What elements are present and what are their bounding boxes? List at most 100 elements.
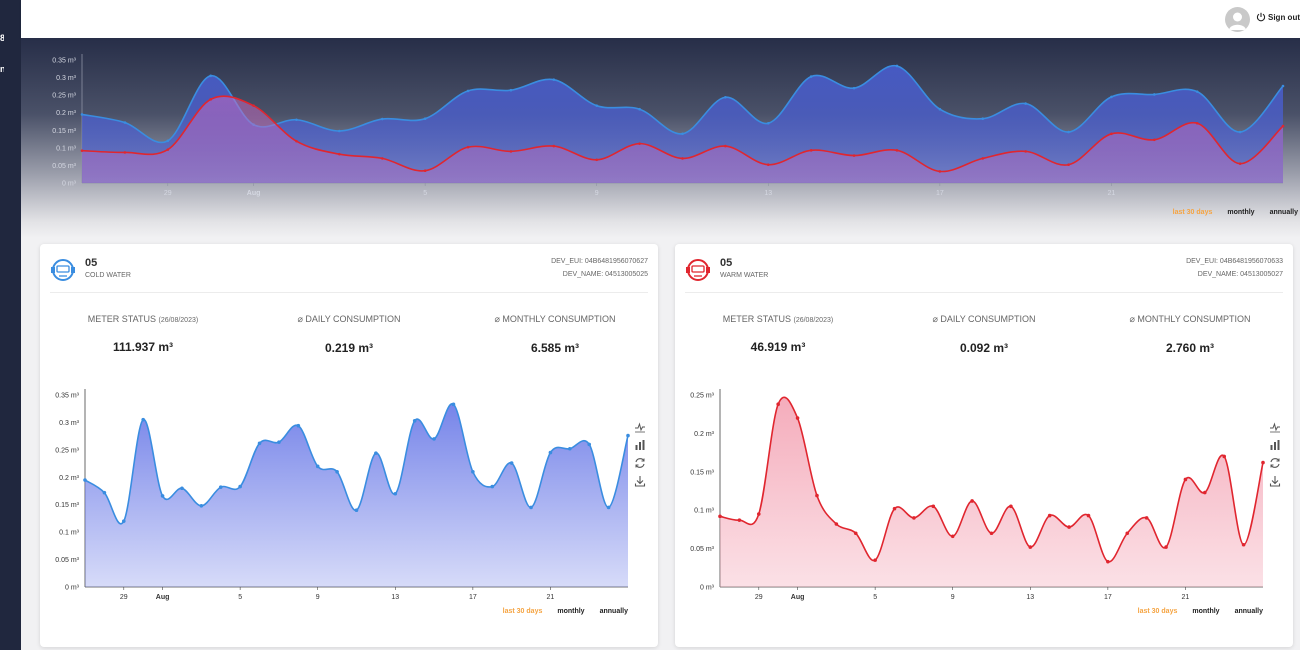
- data-point[interactable]: [938, 107, 942, 111]
- download-icon[interactable]: [1269, 474, 1281, 487]
- range-annually[interactable]: annually: [599, 608, 628, 615]
- data-point[interactable]: [509, 461, 514, 465]
- data-point[interactable]: [681, 132, 684, 136]
- data-point[interactable]: [895, 149, 899, 152]
- data-point[interactable]: [892, 506, 897, 511]
- data-point[interactable]: [1241, 542, 1246, 547]
- data-point[interactable]: [296, 423, 301, 428]
- data-point[interactable]: [1067, 525, 1071, 529]
- data-point[interactable]: [595, 104, 599, 107]
- sidebar-item-1[interactable]: 8: [0, 33, 4, 43]
- data-point[interactable]: [1125, 531, 1130, 536]
- data-point[interactable]: [1183, 477, 1188, 482]
- line-chart-icon[interactable]: [1269, 420, 1281, 433]
- data-point[interactable]: [931, 504, 936, 509]
- data-point[interactable]: [338, 152, 341, 156]
- data-point[interactable]: [852, 86, 856, 90]
- data-point[interactable]: [432, 437, 436, 441]
- data-point[interactable]: [981, 157, 985, 160]
- range-annually[interactable]: annually: [1234, 608, 1263, 615]
- data-point[interactable]: [180, 486, 184, 491]
- data-point[interactable]: [795, 416, 800, 420]
- range-last-30-days[interactable]: last 30 days: [1172, 209, 1213, 216]
- data-point[interactable]: [295, 139, 298, 143]
- data-point[interactable]: [1153, 138, 1156, 142]
- sign-out-button[interactable]: Sign out: [1256, 12, 1300, 22]
- data-point[interactable]: [199, 504, 204, 508]
- range-monthly[interactable]: monthly: [1192, 608, 1220, 615]
- avatar[interactable]: [1225, 7, 1250, 32]
- data-point[interactable]: [123, 121, 127, 124]
- data-point[interactable]: [1009, 504, 1013, 509]
- data-point[interactable]: [1153, 93, 1156, 96]
- range-annually[interactable]: annually: [1269, 209, 1298, 216]
- data-point[interactable]: [626, 433, 630, 438]
- data-point[interactable]: [809, 149, 813, 152]
- data-point[interactable]: [638, 142, 641, 145]
- data-point[interactable]: [606, 505, 611, 510]
- data-point[interactable]: [1067, 130, 1070, 134]
- bar-chart-icon[interactable]: [1269, 438, 1281, 450]
- refresh-icon[interactable]: [634, 456, 646, 468]
- data-point[interactable]: [756, 512, 761, 516]
- data-point[interactable]: [471, 470, 475, 474]
- data-point[interactable]: [160, 494, 165, 498]
- data-point[interactable]: [853, 531, 858, 536]
- data-point[interactable]: [83, 478, 87, 482]
- data-point[interactable]: [776, 402, 780, 407]
- line-chart-icon[interactable]: [634, 420, 646, 433]
- data-point[interactable]: [209, 98, 212, 101]
- data-point[interactable]: [568, 446, 572, 451]
- data-point[interactable]: [595, 158, 599, 162]
- data-point[interactable]: [123, 151, 127, 154]
- data-point[interactable]: [1281, 84, 1285, 88]
- data-point[interactable]: [380, 117, 384, 121]
- data-point[interactable]: [121, 519, 126, 523]
- data-point[interactable]: [1203, 490, 1207, 495]
- data-point[interactable]: [938, 170, 942, 173]
- data-point[interactable]: [80, 113, 84, 116]
- data-point[interactable]: [718, 514, 722, 519]
- data-point[interactable]: [552, 144, 556, 148]
- sidebar-item-2[interactable]: n: [0, 64, 4, 74]
- data-point[interactable]: [766, 121, 770, 125]
- data-point[interactable]: [587, 442, 592, 447]
- data-point[interactable]: [1195, 121, 1199, 125]
- data-point[interactable]: [766, 163, 770, 167]
- data-point[interactable]: [1238, 162, 1242, 165]
- data-point[interactable]: [1024, 150, 1027, 153]
- data-point[interactable]: [338, 129, 341, 133]
- data-point[interactable]: [950, 534, 955, 539]
- data-point[interactable]: [252, 104, 255, 107]
- data-point[interactable]: [423, 117, 427, 120]
- range-last-30-days[interactable]: last 30 days: [1137, 608, 1178, 615]
- data-point[interactable]: [1195, 90, 1199, 93]
- data-point[interactable]: [209, 74, 212, 78]
- download-icon[interactable]: [634, 474, 646, 487]
- data-point[interactable]: [423, 169, 427, 172]
- data-point[interactable]: [638, 107, 641, 111]
- data-point[interactable]: [1067, 163, 1070, 167]
- data-point[interactable]: [393, 491, 398, 496]
- data-point[interactable]: [218, 485, 223, 489]
- data-point[interactable]: [873, 558, 877, 562]
- data-point[interactable]: [335, 470, 339, 474]
- data-point[interactable]: [970, 499, 974, 503]
- data-point[interactable]: [80, 149, 84, 152]
- data-point[interactable]: [1281, 124, 1285, 128]
- data-point[interactable]: [1238, 130, 1242, 134]
- range-last-30-days[interactable]: last 30 days: [502, 608, 543, 615]
- data-point[interactable]: [166, 148, 170, 151]
- data-point[interactable]: [529, 505, 533, 510]
- refresh-icon[interactable]: [1269, 456, 1281, 468]
- data-point[interactable]: [724, 144, 727, 148]
- data-point[interactable]: [490, 484, 495, 489]
- data-point[interactable]: [724, 95, 727, 99]
- data-point[interactable]: [815, 493, 819, 498]
- data-point[interactable]: [466, 89, 470, 93]
- data-point[interactable]: [1164, 545, 1168, 549]
- data-point[interactable]: [315, 464, 320, 469]
- data-point[interactable]: [509, 88, 513, 92]
- data-point[interactable]: [374, 451, 378, 455]
- data-point[interactable]: [141, 417, 145, 422]
